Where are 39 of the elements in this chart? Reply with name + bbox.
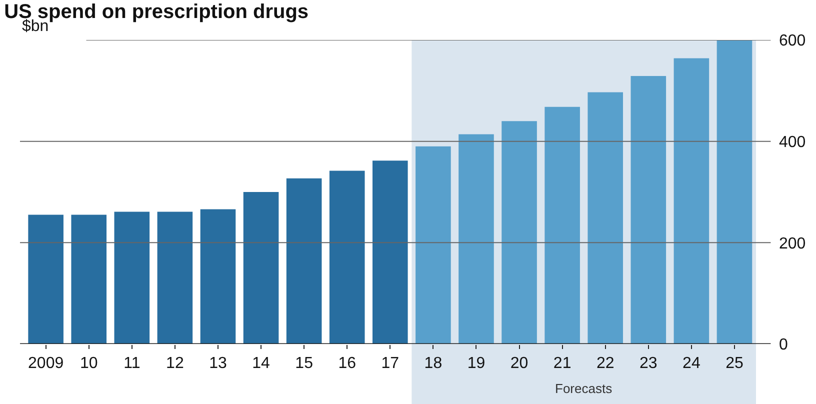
x-tick-label: 13: [209, 355, 227, 372]
x-tick-label: 12: [166, 355, 184, 372]
bar: [71, 214, 107, 344]
x-tick-label: 15: [295, 355, 314, 372]
x-tick-label: 18: [424, 355, 442, 372]
bar: [502, 121, 537, 344]
y-tick-label: 200: [779, 235, 806, 252]
bar: [630, 76, 666, 344]
bar: [28, 214, 64, 344]
x-tick-label: 17: [381, 355, 400, 372]
x-tick-label: 23: [640, 355, 658, 372]
bar: [157, 212, 193, 344]
bar: [416, 146, 451, 344]
x-tick-label: 10: [80, 355, 98, 372]
bar: [286, 178, 322, 344]
x-tick-label: 11: [124, 355, 140, 372]
y-tick-label: 0: [779, 336, 788, 354]
bar: [674, 58, 710, 344]
bar: [458, 134, 494, 344]
bar: [588, 92, 623, 344]
bar: [114, 212, 150, 344]
x-tick-label: 16: [338, 355, 356, 372]
x-tick-label: 21: [553, 355, 572, 372]
bar: [544, 106, 580, 344]
x-tick-label: 25: [726, 355, 744, 372]
bar: [200, 209, 236, 344]
x-tick-label: 19: [467, 355, 486, 372]
bar: [329, 170, 365, 344]
y-tick-label: 400: [779, 134, 806, 151]
x-tick-label: 14: [252, 355, 270, 372]
y-tick-label: 600: [779, 32, 806, 50]
x-tick-label: 24: [682, 355, 700, 372]
bar: [716, 40, 752, 344]
x-tick-label: 22: [596, 355, 614, 372]
bar: [372, 160, 408, 344]
band-label: Forecasts: [555, 381, 613, 396]
x-tick-label: 20: [510, 355, 528, 372]
x-tick-label: 2009: [28, 355, 64, 372]
bar: [243, 192, 279, 344]
